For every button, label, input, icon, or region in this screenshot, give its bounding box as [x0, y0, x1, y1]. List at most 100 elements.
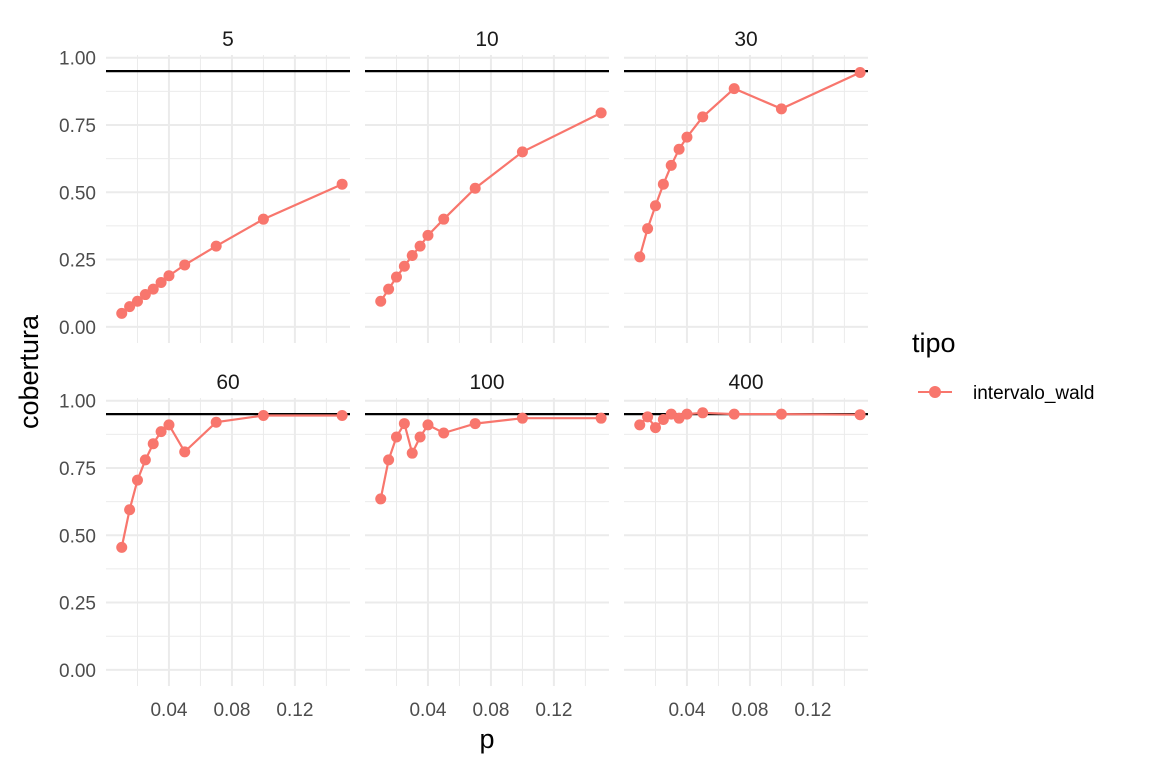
data-point	[257, 213, 269, 225]
data-point	[390, 431, 402, 443]
data-point	[657, 178, 669, 190]
data-point	[649, 422, 661, 434]
data-point	[657, 414, 669, 426]
data-point	[398, 418, 410, 430]
data-point	[775, 103, 787, 115]
facet-title: 5	[222, 28, 234, 51]
data-point	[124, 504, 136, 516]
facet-panel-400: 400 0.04 0.08 0.12	[624, 371, 868, 721]
y-tick-label: 0.25	[59, 251, 96, 272]
data-point	[681, 131, 693, 143]
data-point	[681, 408, 693, 420]
data-point	[414, 240, 426, 252]
facet-panel-30: 30	[624, 28, 868, 343]
data-point	[116, 307, 128, 319]
y-tick-label: 0.00	[59, 661, 96, 682]
x-tick-label: 0.08	[472, 700, 509, 721]
data-point	[595, 107, 607, 119]
data-point	[516, 146, 528, 158]
y-tick-label: 0.50	[59, 183, 96, 204]
facet-panels: 5 0.00 0.25 0.50 0.75 1.00 10 30 60 0.00 0.25 0.50 0…	[59, 28, 868, 721]
data-point	[131, 295, 143, 307]
data-point	[383, 454, 395, 466]
facet-title: 60	[216, 371, 239, 394]
data-point	[854, 409, 866, 421]
data-point	[634, 251, 646, 263]
data-point	[257, 409, 269, 421]
data-point	[155, 276, 167, 288]
facet-title: 400	[728, 371, 763, 394]
data-point	[595, 412, 607, 424]
facet-panel-10: 10	[365, 28, 609, 343]
data-point	[775, 408, 787, 420]
data-point	[697, 407, 709, 419]
legend-key-point	[929, 386, 941, 398]
data-point	[116, 541, 128, 553]
data-point	[728, 83, 740, 95]
y-tick-label: 0.50	[59, 526, 96, 547]
data-point	[406, 447, 418, 459]
data-point	[375, 493, 387, 505]
data-point	[438, 427, 450, 439]
data-point	[634, 419, 646, 431]
data-point	[697, 111, 709, 123]
x-axis-title: p	[479, 724, 494, 754]
facet-title: 10	[475, 28, 498, 51]
data-point	[414, 431, 426, 443]
x-tick-label: 0.12	[794, 700, 831, 721]
data-point	[422, 419, 434, 431]
data-point	[155, 426, 167, 438]
facet-title: 30	[734, 28, 757, 51]
facet-panel-60: 60 0.00 0.25 0.50 0.75 1.00 0.04 0.08 0.12	[59, 371, 350, 721]
data-point	[642, 223, 654, 235]
data-point	[131, 474, 143, 486]
x-tick-label: 0.08	[213, 700, 250, 721]
data-point	[469, 418, 481, 430]
data-point	[383, 283, 395, 295]
data-point	[147, 438, 159, 450]
facet-title: 100	[469, 371, 504, 394]
data-point	[854, 66, 866, 78]
data-point	[147, 283, 159, 295]
data-point	[390, 271, 402, 283]
data-point	[375, 295, 387, 307]
x-tick-label: 0.04	[409, 700, 446, 721]
x-tick-label: 0.12	[535, 700, 572, 721]
data-point	[649, 200, 661, 212]
legend: tipo intervalo_wald	[912, 328, 1094, 404]
x-tick-label: 0.04	[150, 700, 187, 721]
data-point	[163, 270, 175, 282]
data-point	[469, 182, 481, 194]
data-point	[336, 178, 348, 190]
data-point	[665, 159, 677, 171]
data-point	[516, 412, 528, 424]
x-tick-label: 0.08	[731, 700, 768, 721]
y-tick-label: 1.00	[59, 392, 96, 413]
data-point	[210, 416, 222, 428]
facet-panel-100: 100 0.04 0.08 0.12	[365, 371, 609, 721]
y-axis-title: cobertura	[14, 314, 44, 429]
data-point	[163, 419, 175, 431]
y-tick-label: 1.00	[59, 49, 96, 70]
legend-label-intervalo-wald: intervalo_wald	[973, 383, 1094, 404]
y-tick-label: 0.75	[59, 459, 96, 480]
data-point	[179, 446, 191, 458]
data-point	[642, 411, 654, 423]
data-point	[336, 409, 348, 421]
facet-panel-5: 5 0.00 0.25 0.50 0.75 1.00	[59, 28, 350, 343]
data-point	[124, 301, 136, 313]
legend-title: tipo	[912, 328, 956, 358]
y-tick-label: 0.75	[59, 116, 96, 137]
data-point	[422, 229, 434, 241]
x-tick-label: 0.12	[276, 700, 313, 721]
data-point	[728, 408, 740, 420]
y-tick-label: 0.25	[59, 594, 96, 615]
data-point	[673, 143, 685, 155]
data-point	[210, 240, 222, 252]
data-point	[179, 259, 191, 271]
data-point	[438, 213, 450, 225]
data-point	[139, 289, 151, 301]
data-point	[406, 250, 418, 262]
data-point	[398, 260, 410, 272]
